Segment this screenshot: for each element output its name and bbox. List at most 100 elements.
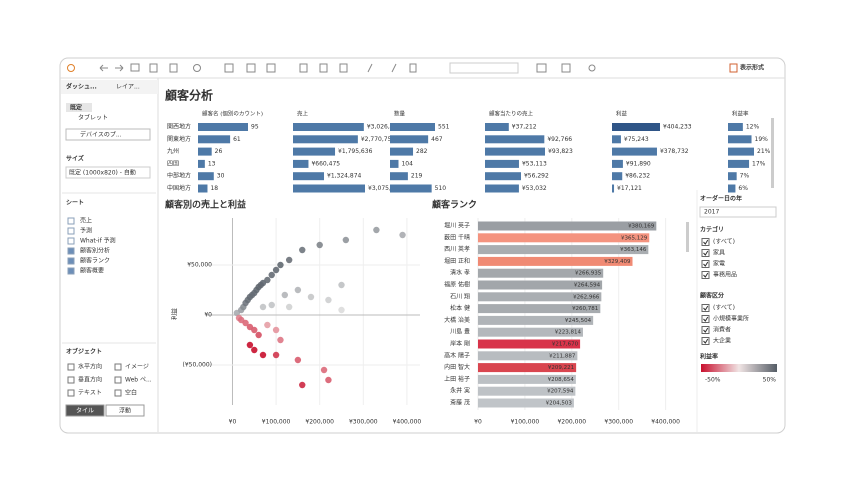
size-value[interactable]: 既定 (1000x820) - 自動 xyxy=(69,169,136,177)
customer-name: 堀川 英子 xyxy=(444,222,470,230)
rank-bar[interactable] xyxy=(478,386,576,396)
scatter-point[interactable] xyxy=(264,276,271,284)
scatter-point[interactable] xyxy=(399,231,406,239)
scatter-point[interactable] xyxy=(277,336,284,344)
rank-bar[interactable] xyxy=(478,268,604,278)
rank-bar[interactable] xyxy=(478,292,602,302)
scatter-point[interactable] xyxy=(299,381,306,389)
rank-bar[interactable] xyxy=(478,398,574,408)
view-button[interactable]: 表示形式 xyxy=(739,64,764,72)
filter-option[interactable]: 事務用品 xyxy=(713,271,737,279)
scatter-point[interactable] xyxy=(285,303,293,311)
filter-option[interactable]: 消費者 xyxy=(713,326,731,334)
checkbox[interactable] xyxy=(701,304,710,312)
preview-button-label[interactable]: デバイスのプ... xyxy=(80,131,122,139)
scatter-point[interactable] xyxy=(338,281,345,289)
filter-option[interactable]: (すべて) xyxy=(713,239,735,246)
scatter-point[interactable] xyxy=(342,236,350,244)
scatter-point[interactable] xyxy=(316,241,323,249)
column-header: 数量 xyxy=(394,110,406,118)
x-tick-label: ¥100,000 xyxy=(511,419,540,426)
object-item[interactable]: 水平方向 xyxy=(78,363,102,371)
scatter-point[interactable] xyxy=(325,376,332,384)
check-mark xyxy=(703,250,709,256)
year-dropdown[interactable] xyxy=(699,206,777,218)
preview-button[interactable] xyxy=(65,128,151,141)
size-dropdown[interactable] xyxy=(65,166,151,179)
scatter-point[interactable] xyxy=(251,346,258,354)
rank-bar[interactable] xyxy=(478,221,657,231)
scatter-point[interactable] xyxy=(246,341,254,349)
object-item[interactable]: テキスト xyxy=(78,390,102,397)
scatter-point[interactable] xyxy=(272,266,280,274)
tab[interactable]: ダッシュ... xyxy=(66,83,97,91)
tab[interactable]: レイア... xyxy=(116,84,140,91)
scatter-point[interactable] xyxy=(294,356,302,364)
sheet-item[interactable]: What-if 予測 xyxy=(80,237,116,245)
scatter-point[interactable] xyxy=(338,306,345,314)
filter-option[interactable]: 小規模事業所 xyxy=(713,315,749,323)
rank-bar[interactable] xyxy=(478,256,633,266)
sheet-item[interactable]: 顧客ランク xyxy=(80,257,110,265)
rank-bar[interactable] xyxy=(478,339,581,349)
filter-option[interactable]: 家具 xyxy=(713,249,725,257)
object-item[interactable]: 空白 xyxy=(125,389,137,397)
summary-bar xyxy=(612,184,615,193)
checkbox[interactable] xyxy=(701,260,710,268)
checkbox[interactable] xyxy=(701,271,710,279)
checkbox[interactable] xyxy=(701,315,710,323)
summary-label: 12% xyxy=(746,124,760,131)
object-item[interactable]: Web ペ... xyxy=(125,377,152,384)
rank-bar[interactable] xyxy=(478,315,594,325)
sheet-item[interactable]: 顧客別分析 xyxy=(80,247,110,255)
summary-bar xyxy=(728,123,743,131)
rank-bar[interactable] xyxy=(478,327,583,337)
scatter-point[interactable] xyxy=(281,291,289,299)
mode-button[interactable] xyxy=(105,404,145,417)
mode-button-label[interactable]: タイル xyxy=(76,407,94,415)
scatter-point[interactable] xyxy=(242,319,249,327)
device-default[interactable] xyxy=(66,103,92,112)
scatter-point[interactable] xyxy=(251,326,258,334)
sheet-item[interactable]: 売上 xyxy=(80,217,92,225)
filter-option[interactable]: 大企業 xyxy=(713,337,731,345)
checkbox[interactable] xyxy=(701,238,710,246)
filter-option[interactable]: (すべて) xyxy=(713,305,735,312)
rank-bar[interactable] xyxy=(478,363,577,373)
scatter-point[interactable] xyxy=(294,286,302,294)
rank-bar[interactable] xyxy=(478,245,649,255)
mode-button-label[interactable]: 浮動 xyxy=(119,407,131,415)
scatter-point[interactable] xyxy=(299,246,306,254)
scatter-point[interactable] xyxy=(277,261,284,269)
scatter-point[interactable] xyxy=(325,296,332,304)
sheet-item[interactable]: 予測 xyxy=(80,227,92,235)
scatter-point[interactable] xyxy=(259,303,267,311)
scatter-point[interactable] xyxy=(272,326,280,334)
checkbox[interactable] xyxy=(701,326,710,334)
object-item[interactable]: イメージ xyxy=(125,364,149,371)
scatter-point[interactable] xyxy=(259,351,267,359)
scatter-point[interactable] xyxy=(255,331,262,339)
rank-bar[interactable] xyxy=(478,304,601,314)
rank-bar[interactable] xyxy=(478,280,603,290)
scatter-point[interactable] xyxy=(272,351,280,359)
scatter-point[interactable] xyxy=(320,366,328,374)
rank-bar[interactable] xyxy=(478,351,578,361)
rank-bar[interactable] xyxy=(478,233,650,243)
object-item[interactable]: 垂直方向 xyxy=(78,376,102,384)
sheet-item[interactable]: 顧客概要 xyxy=(80,267,104,275)
checkbox[interactable] xyxy=(701,249,710,257)
x-tick-label: ¥400,000 xyxy=(393,419,422,426)
filter-option[interactable]: 家電 xyxy=(713,260,725,268)
mode-button[interactable] xyxy=(65,404,105,417)
scatter-point[interactable] xyxy=(285,256,293,264)
year-value[interactable]: 2017 xyxy=(704,209,719,216)
scatter-point[interactable] xyxy=(373,226,380,234)
scatter-point[interactable] xyxy=(264,321,271,329)
scatter-point[interactable] xyxy=(268,271,275,279)
rank-bar[interactable] xyxy=(478,374,576,384)
scatter-point[interactable] xyxy=(268,301,275,309)
checkbox[interactable] xyxy=(701,337,710,345)
value-label: ¥264,594 xyxy=(574,283,601,289)
scatter-point[interactable] xyxy=(307,293,315,301)
